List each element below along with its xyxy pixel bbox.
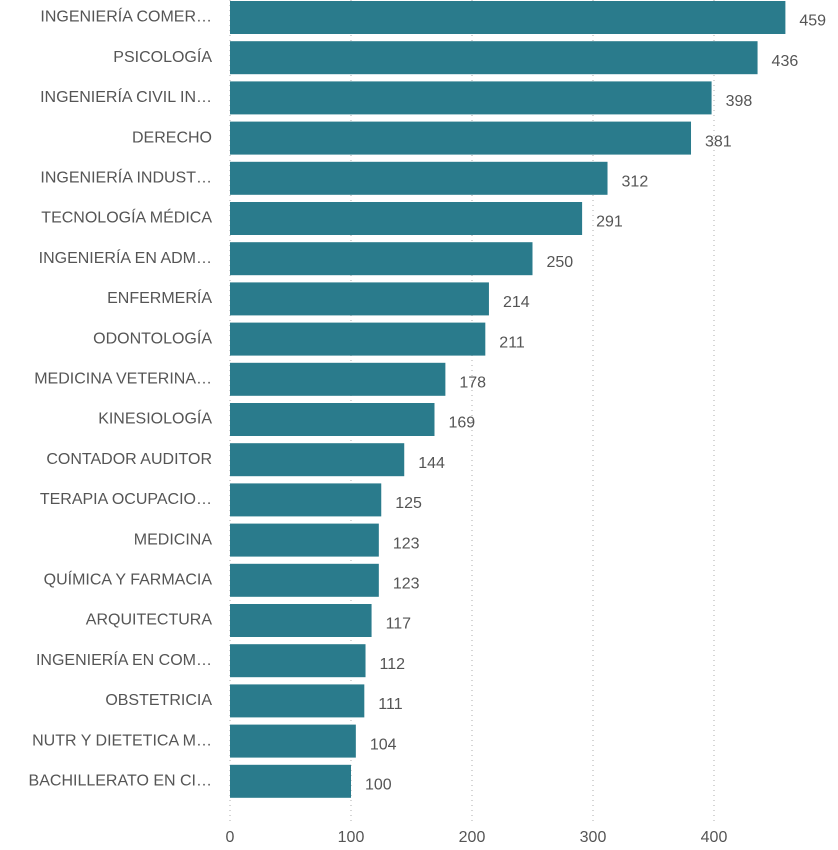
value-label: 312 — [622, 174, 649, 191]
bar — [230, 644, 366, 678]
value-label: 123 — [393, 576, 420, 593]
x-tick-label: 0 — [226, 829, 235, 846]
bar — [230, 563, 379, 597]
y-tick-label: ODONTOLOGÍA — [93, 328, 212, 347]
value-label: 104 — [370, 736, 397, 753]
x-tick-label: 200 — [459, 829, 486, 846]
y-tick-label: BACHILLERATO EN CI… — [29, 773, 212, 790]
y-tick-label: CONTADOR AUDITOR — [46, 451, 212, 468]
x-tick-label: 300 — [580, 829, 607, 846]
value-label: 144 — [418, 455, 445, 472]
value-label: 250 — [547, 254, 574, 271]
bar — [230, 403, 435, 436]
y-tick-label: ENFERMERÍA — [107, 288, 212, 307]
value-label: 214 — [503, 294, 530, 311]
bar — [230, 483, 382, 517]
bar — [230, 202, 583, 235]
bar — [230, 604, 372, 637]
value-label: 117 — [386, 616, 412, 633]
y-tick-label: MEDICINA — [134, 531, 213, 548]
bar — [230, 362, 446, 396]
bar — [230, 443, 405, 477]
value-label: 100 — [365, 777, 392, 794]
y-tick-label: INGENIERÍA COMER… — [40, 7, 212, 26]
value-label: 178 — [459, 375, 486, 392]
value-label: 381 — [705, 133, 732, 150]
bar — [230, 523, 379, 557]
bar — [230, 121, 692, 155]
y-tick-label: INGENIERÍA INDUST… — [40, 168, 212, 187]
y-tick-label: KINESIOLOGÍA — [98, 409, 212, 428]
y-tick-label: NUTR Y DIETETICA M… — [32, 732, 212, 749]
y-tick-label: INGENIERÍA EN ADM… — [39, 248, 212, 267]
bar — [230, 41, 758, 75]
y-tick-label: DERECHO — [132, 129, 212, 146]
value-label: 123 — [393, 535, 420, 552]
y-tick-label: TERAPIA OCUPACIO… — [40, 491, 212, 508]
x-tick-label: 100 — [338, 829, 365, 846]
y-tick-label: INGENIERÍA CIVIL IN… — [40, 87, 212, 106]
value-label: 111 — [378, 696, 402, 713]
value-label: 291 — [596, 214, 623, 231]
value-label: 459 — [799, 13, 826, 30]
bar — [230, 724, 356, 758]
bar — [230, 161, 608, 195]
y-tick-label: QUÍMICA Y FARMACIA — [44, 570, 213, 589]
y-tick-label: INGENIERÍA EN COM… — [36, 650, 212, 669]
bar — [230, 322, 486, 356]
bar — [230, 81, 712, 115]
bar — [230, 764, 351, 798]
value-label: 398 — [726, 93, 753, 110]
bar — [230, 242, 533, 276]
value-label: 112 — [380, 656, 406, 673]
y-tick-label: MEDICINA VETERINA… — [34, 371, 212, 388]
y-tick-label: TECNOLOGÍA MÉDICA — [41, 208, 212, 227]
y-tick-label: PSICOLOGÍA — [113, 47, 212, 66]
x-tick-label: 400 — [701, 829, 728, 846]
bar — [230, 1, 786, 34]
value-label: 125 — [395, 495, 422, 512]
value-label: 169 — [448, 415, 475, 432]
y-tick-label: OBSTETRICIA — [105, 692, 212, 709]
bar — [230, 684, 365, 718]
value-label: 211 — [499, 334, 525, 351]
y-tick-label: ARQUITECTURA — [86, 612, 213, 629]
value-label: 436 — [772, 53, 799, 70]
bar — [230, 282, 489, 316]
